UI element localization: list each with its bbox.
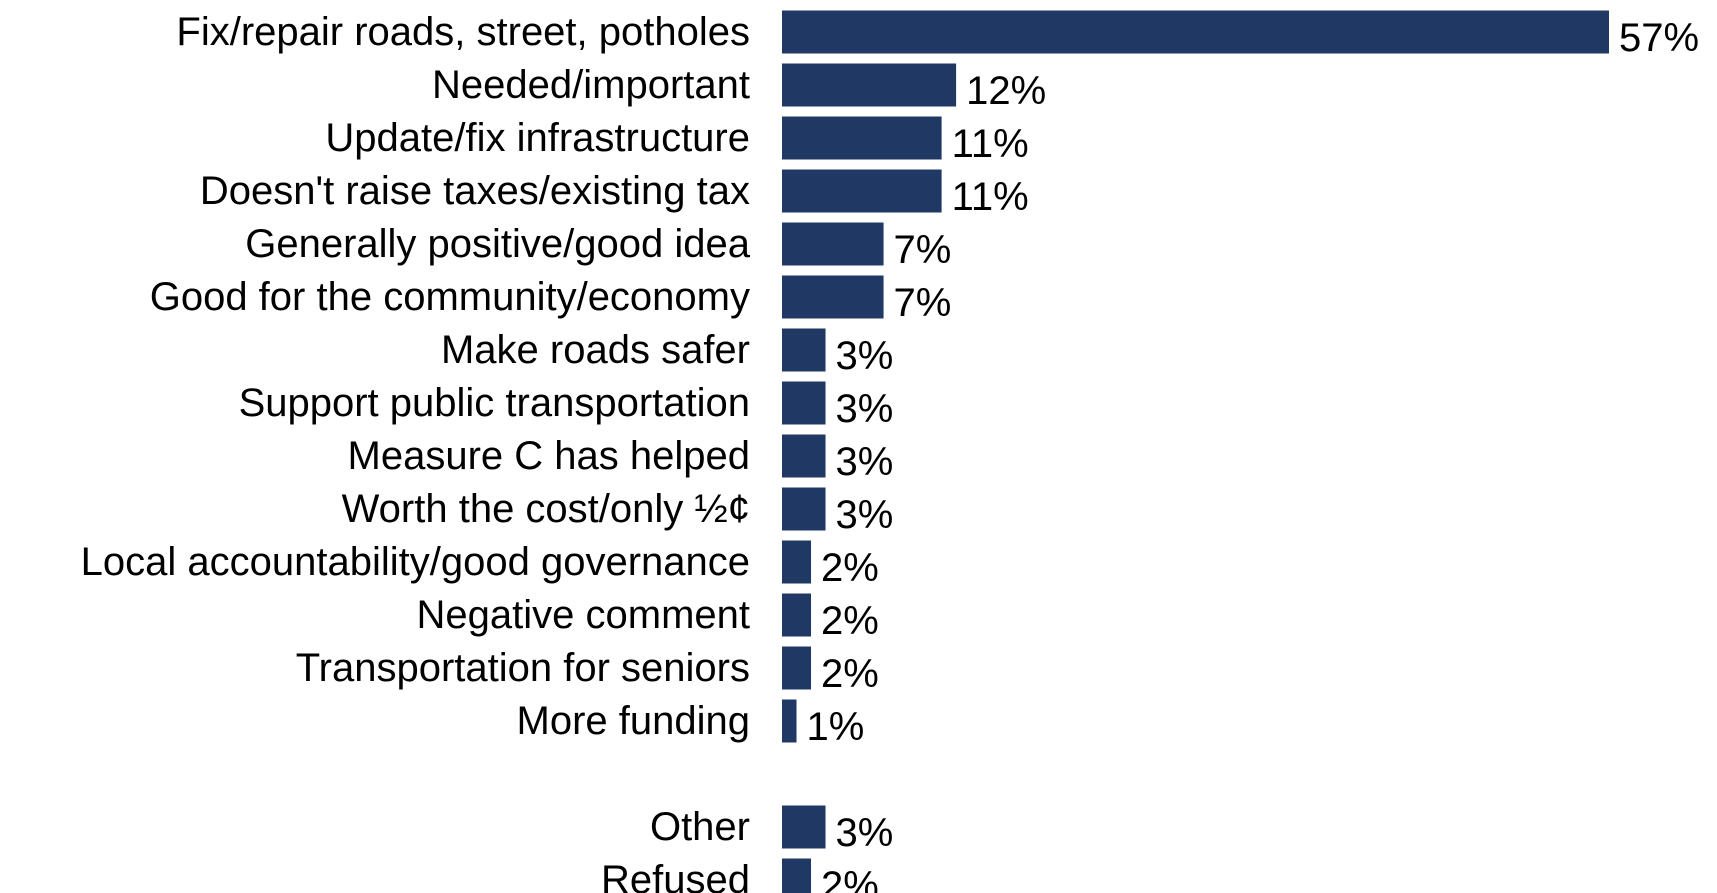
value-label: 3%: [836, 440, 894, 484]
value-label: 1%: [807, 705, 865, 749]
category-label: Update/fix infrastructure: [325, 116, 750, 160]
category-label: Refused: [601, 858, 750, 893]
value-label: 7%: [894, 281, 952, 325]
value-label: 3%: [836, 387, 894, 431]
bar: [782, 381, 826, 425]
bar: [782, 169, 942, 213]
category-label: Good for the community/economy: [150, 275, 750, 319]
bar: [782, 487, 826, 531]
value-label: 2%: [821, 599, 879, 643]
bar: [782, 434, 826, 478]
value-label: 2%: [821, 864, 879, 893]
bar: [782, 63, 957, 107]
bar: [782, 805, 826, 849]
bar: [782, 646, 812, 690]
bar: [782, 222, 884, 266]
bar: [782, 116, 942, 160]
category-label: Make roads safer: [441, 328, 750, 372]
value-label: 11%: [952, 122, 1029, 166]
category-label: Transportation for seniors: [296, 646, 750, 690]
category-label: Doesn't raise taxes/existing tax: [200, 169, 750, 213]
category-label: Generally positive/good idea: [245, 222, 751, 266]
category-label: Worth the cost/only ½¢: [342, 487, 750, 531]
bar: [782, 858, 812, 893]
category-label: Negative comment: [417, 593, 750, 637]
category-label: Fix/repair roads, street, potholes: [176, 10, 750, 54]
value-label: 3%: [836, 493, 894, 537]
bar: [782, 10, 1609, 54]
value-label: 3%: [836, 811, 894, 855]
value-label: 12%: [966, 69, 1046, 113]
value-label: 2%: [821, 652, 879, 696]
category-label: Needed/important: [432, 63, 750, 107]
bar: [782, 540, 812, 584]
category-label: Measure C has helped: [348, 434, 750, 478]
bar: [782, 699, 797, 743]
bar: [782, 275, 884, 319]
value-label: 11%: [952, 175, 1029, 219]
value-label: 7%: [894, 228, 952, 272]
category-label: Other: [650, 805, 750, 849]
value-label: 2%: [821, 546, 879, 590]
category-label: Support public transportation: [239, 381, 750, 425]
value-label: 3%: [836, 334, 894, 378]
category-label: More funding: [517, 699, 750, 743]
bar: [782, 328, 826, 372]
bar: [782, 593, 812, 637]
value-label: 57%: [1619, 16, 1699, 60]
category-label: Local accountability/good governance: [81, 540, 750, 584]
